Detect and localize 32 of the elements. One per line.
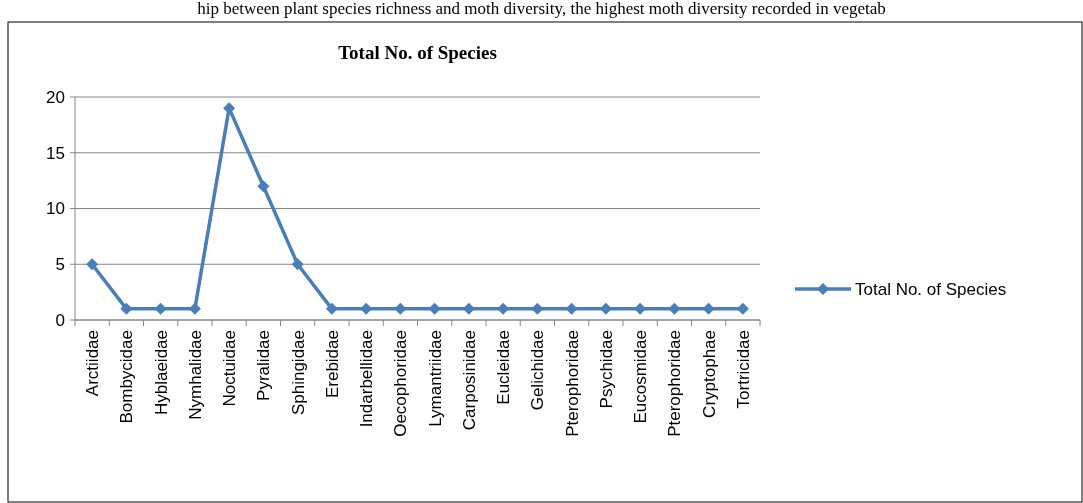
x-tick-label: Pterophoridae bbox=[665, 330, 685, 437]
chart-title: Total No. of Species bbox=[338, 42, 497, 63]
x-tick-label: Carposinidae bbox=[459, 330, 479, 431]
x-tick-label: Oecophoridae bbox=[391, 330, 411, 437]
x-tick-label: Eucleidae bbox=[494, 330, 514, 405]
y-tick-label: 5 bbox=[55, 255, 65, 275]
x-tick-label: Hyblaeidae bbox=[151, 330, 171, 416]
x-tick-label: Gelichidae bbox=[528, 330, 548, 411]
x-tick-label: Lymantriidae bbox=[425, 330, 445, 427]
point bbox=[325, 302, 338, 315]
x-tick-label: Noctuidae bbox=[220, 330, 240, 407]
x-tick-label: Bombycidae bbox=[117, 330, 137, 424]
y-tick-label: 10 bbox=[46, 199, 65, 219]
x-tick-label: Arctiidae bbox=[83, 330, 103, 397]
x-tick-label: Pterophoridae bbox=[562, 330, 582, 437]
y-tick-label: 0 bbox=[55, 310, 65, 330]
x-tick-label: Tortricidae bbox=[733, 330, 753, 409]
x-tick-label: Pyralidae bbox=[254, 330, 274, 401]
x-tick-label: Eucosmidae bbox=[631, 330, 651, 424]
legend-label: Total No. of Species bbox=[855, 279, 1007, 299]
x-tick-label: Sphingidae bbox=[288, 330, 308, 416]
x-tick-label: Cryptophae bbox=[699, 330, 719, 418]
text: hip between plant species richness and moth diversity, the highest moth diversity recorded in vegetab bbox=[197, 0, 886, 18]
point bbox=[291, 258, 304, 271]
point bbox=[86, 258, 99, 271]
y-tick-label: 20 bbox=[46, 87, 65, 107]
point bbox=[257, 180, 270, 193]
y-tick-label: 15 bbox=[46, 143, 65, 163]
x-tick-label: Erebidae bbox=[322, 330, 342, 399]
x-tick-label: Nymhalidae bbox=[185, 330, 205, 420]
x-tick-label: Indarbellidae bbox=[357, 330, 377, 428]
x-tick-label: Psychidae bbox=[596, 330, 616, 409]
